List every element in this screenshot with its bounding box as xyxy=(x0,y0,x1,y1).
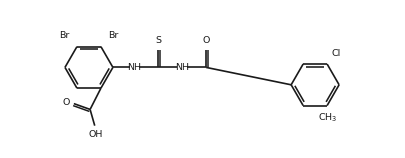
Text: O: O xyxy=(202,36,209,45)
Text: OH: OH xyxy=(88,130,102,139)
Text: CH$_3$: CH$_3$ xyxy=(318,111,337,124)
Text: NH: NH xyxy=(127,63,141,72)
Text: NH: NH xyxy=(175,63,189,72)
Text: S: S xyxy=(155,36,161,45)
Text: Cl: Cl xyxy=(331,49,340,58)
Text: Br: Br xyxy=(60,31,70,40)
Text: O: O xyxy=(62,98,70,107)
Text: Br: Br xyxy=(108,31,118,40)
